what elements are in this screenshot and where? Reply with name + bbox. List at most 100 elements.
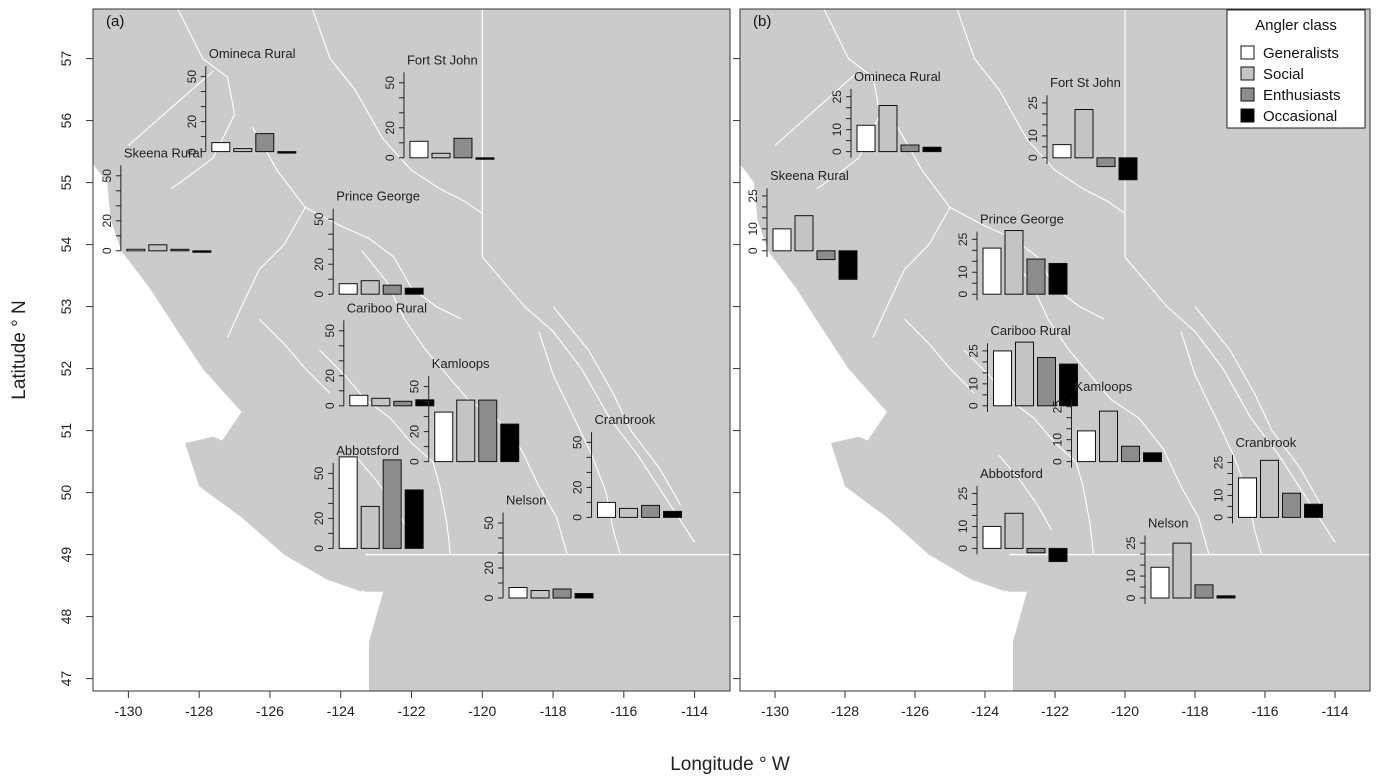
y-tick-label: 50	[58, 485, 74, 501]
inset-tick-label: 50	[323, 324, 337, 338]
bar-occasional	[404, 489, 424, 549]
inset-nelson: Nelson 0 20 50	[482, 493, 594, 601]
inset-tick-label: 10	[956, 519, 970, 533]
panel-b: -130 -128 -126 -124 -122 -120 -118 -116 -114 (b) O…	[733, 8, 1371, 719]
inset-tick-label: 10	[956, 265, 970, 279]
legend-entry: Occasional	[1263, 108, 1337, 125]
inset-title: Skeena Rural	[770, 168, 849, 183]
inset-nelson: Nelson 0 10 25	[1124, 515, 1236, 605]
region-boundary	[872, 207, 951, 338]
inset-tick-label: 25	[1124, 536, 1138, 550]
inset-cariboo-rural: Cariboo Rural 0 20 50	[323, 300, 435, 409]
inset-tick-label: 50	[312, 466, 326, 480]
bar-social	[360, 505, 380, 549]
y-axis-label: Latitude ° N	[9, 300, 30, 400]
bar-enthusiasts	[641, 504, 661, 518]
x-tick-label: -120	[468, 703, 496, 719]
region-boundary	[258, 318, 331, 394]
x-tick-label: -124	[327, 703, 355, 719]
bar-social	[456, 399, 476, 463]
bar-enthusiasts	[1026, 258, 1046, 295]
inset-omineca-rural: Omineca Rural 0 20 50	[185, 46, 297, 155]
inset-tick-label: 10	[746, 222, 760, 236]
bar-generalists	[349, 394, 369, 407]
region-boundary	[1124, 9, 1336, 543]
inset-omineca-rural: Omineca Rural 0 10 25	[830, 69, 942, 158]
y-tick-label: 52	[58, 361, 74, 377]
inset-title: Nelson	[1148, 515, 1188, 530]
inset-tick-label: 0	[1026, 154, 1040, 161]
legend-swatch	[1240, 87, 1255, 102]
inset-tick-label: 0	[956, 291, 970, 298]
bar-enthusiasts	[170, 248, 190, 252]
inset-tick-label: 10	[1212, 488, 1226, 502]
bar-generalists	[1238, 477, 1257, 518]
bar-social	[1099, 410, 1118, 463]
inset-tick-label: 10	[967, 377, 981, 391]
inset-tick-label: 0	[1124, 594, 1138, 601]
inset-tick-label: 0	[571, 514, 585, 521]
inset-title: Kamloops	[1075, 379, 1133, 394]
bar-generalists	[409, 140, 429, 159]
inset-tick-label: 50	[100, 169, 114, 183]
inset-tick-label: 0	[100, 247, 114, 254]
x-tick-label: -124	[971, 703, 999, 719]
bar-generalists	[338, 283, 358, 295]
bar-occasional	[663, 510, 683, 518]
inset-tick-label: 0	[1212, 514, 1226, 521]
inset-title: Cranbrook	[595, 412, 656, 427]
region-boundary	[251, 126, 462, 320]
inset-tick-label: 20	[185, 115, 199, 129]
bar-occasional	[500, 423, 520, 463]
legend: Angler class Generalists Social Enthusiasts…	[1226, 9, 1366, 129]
inset-cranbrook: Cranbrook 0 20 50	[571, 412, 683, 521]
inset-fort-st-john: Fort St John 0 10 25	[1026, 75, 1138, 181]
bar-enthusiasts	[382, 284, 402, 295]
bar-social	[1074, 109, 1094, 159]
bar-enthusiasts	[900, 144, 920, 153]
bar-generalists	[993, 350, 1012, 407]
inset-title: Cariboo Rural	[991, 323, 1071, 338]
inset-tick-label: 20	[482, 561, 496, 575]
bar-occasional	[404, 287, 424, 295]
bar-social	[1015, 341, 1034, 407]
inset-tick-label: 0	[956, 545, 970, 552]
inset-tick-label: 25	[956, 232, 970, 246]
bar-generalists	[338, 456, 358, 549]
x-tick-label: -130	[114, 703, 142, 719]
y-tick-label: 51	[58, 423, 74, 439]
inset-tick-label: 20	[571, 480, 585, 494]
inset-tick-label: 0	[482, 594, 496, 601]
bar-enthusiasts	[1096, 157, 1116, 168]
inset-kamloops: Kamloops 0 10 25	[1051, 379, 1162, 468]
inset-tick-label: 25	[1026, 96, 1040, 110]
bar-social	[1172, 542, 1192, 599]
bar-generalists	[508, 587, 528, 599]
bar-enthusiasts	[382, 459, 402, 549]
inset-tick-label: 0	[323, 402, 337, 409]
inset-tick-label: 0	[312, 291, 326, 298]
x-tick-label: -128	[185, 703, 213, 719]
x-tick-label: -116	[1252, 703, 1279, 719]
inset-tick-label: 25	[1212, 456, 1226, 470]
bar-occasional	[1048, 547, 1068, 563]
x-tick-label: -116	[610, 703, 637, 719]
legend-title: Angler class	[1255, 17, 1337, 34]
x-tick-label: -126	[256, 703, 284, 719]
bar-occasional	[277, 151, 297, 154]
inset-cariboo-rural: Cariboo Rural 0 10 25	[967, 323, 1078, 412]
inset-fort-st-john: Fort St John 0 20 50	[383, 52, 495, 161]
bar-generalists	[982, 525, 1002, 549]
inset-tick-label: 0	[312, 545, 326, 552]
inset-tick-label: 0	[185, 148, 199, 155]
bar-enthusiasts	[255, 133, 275, 153]
inset-title: Omineca Rural	[854, 69, 941, 84]
inset-tick-label: 10	[1124, 569, 1138, 583]
land-vancouver-island	[185, 436, 362, 592]
x-tick-label: -118	[540, 703, 567, 719]
inset-tick-label: 50	[185, 70, 199, 84]
bar-social	[360, 280, 380, 295]
inset-abbotsford: Abbotsford 0 20 50	[312, 443, 424, 552]
bar-social	[371, 397, 391, 407]
